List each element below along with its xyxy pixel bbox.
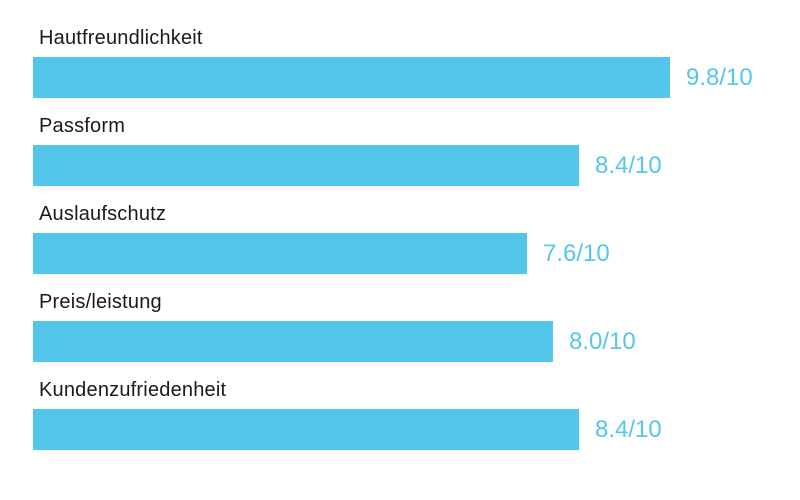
bar-line: 8.0/10	[33, 321, 800, 362]
rating-row: Kundenzufriedenheit 8.4/10	[33, 380, 800, 450]
rating-value: 8.0/10	[569, 327, 636, 355]
rating-label: Kundenzufriedenheit	[39, 379, 227, 401]
rating-label: Hautfreundlichkeit	[39, 27, 203, 49]
bar-line: 8.4/10	[33, 409, 800, 450]
rating-bar	[33, 233, 527, 274]
rating-value: 9.8/10	[686, 63, 753, 91]
rating-row: Auslaufschutz 7.6/10	[33, 204, 800, 274]
rating-label: Auslaufschutz	[39, 203, 167, 225]
rating-value: 8.4/10	[595, 415, 662, 443]
rating-bar	[33, 321, 553, 362]
rating-label: Preis/leistung	[39, 291, 162, 313]
rating-value: 7.6/10	[543, 239, 610, 267]
rating-bar	[33, 145, 579, 186]
rating-row: Passform 8.4/10	[33, 116, 800, 186]
rating-bar	[33, 409, 579, 450]
rating-value: 8.4/10	[595, 151, 662, 179]
rating-row: Preis/leistung 8.0/10	[33, 292, 800, 362]
rating-bar	[33, 57, 670, 98]
rating-row: Hautfreundlichkeit 9.8/10	[33, 28, 800, 98]
bar-line: 7.6/10	[33, 233, 800, 274]
bar-line: 8.4/10	[33, 145, 800, 186]
bar-line: 9.8/10	[33, 57, 800, 98]
rating-label: Passform	[39, 115, 126, 137]
